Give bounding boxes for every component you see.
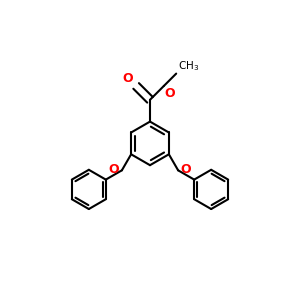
Text: O: O bbox=[123, 72, 134, 85]
Text: O: O bbox=[165, 87, 175, 100]
Text: CH$_3$: CH$_3$ bbox=[178, 59, 199, 73]
Text: O: O bbox=[109, 163, 119, 176]
Text: O: O bbox=[181, 163, 191, 176]
